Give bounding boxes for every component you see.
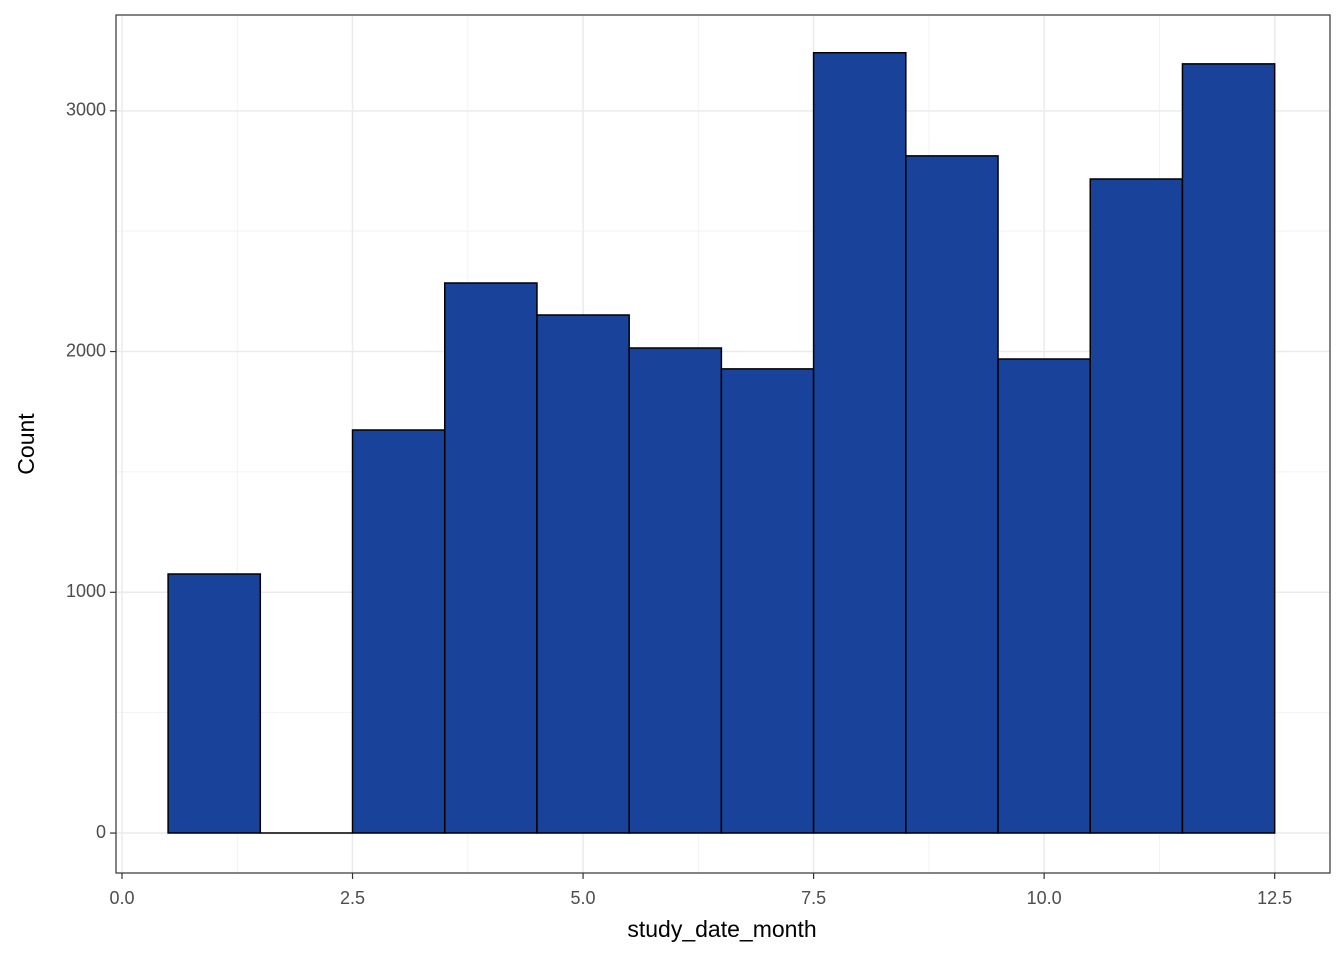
- x-tick-label: 5.0: [571, 888, 596, 908]
- histogram-bar: [905, 155, 999, 834]
- histogram-bar: [997, 358, 1091, 834]
- histogram-bar: [536, 314, 630, 834]
- x-tick-label: 2.5: [340, 888, 365, 908]
- y-tick-label: 1000: [66, 581, 106, 601]
- y-axis-title: Count: [13, 413, 39, 475]
- y-tick-label: 2000: [66, 340, 106, 360]
- histogram-bar: [720, 368, 815, 834]
- histogram-bar: [167, 573, 262, 834]
- histogram-bar: [351, 429, 446, 834]
- x-tick-label: 0.0: [109, 888, 134, 908]
- x-tick-label: 12.5: [1257, 888, 1292, 908]
- histogram-bar: [1089, 178, 1184, 834]
- y-tick-label: 0: [96, 822, 106, 842]
- panel-border: [115, 14, 1331, 874]
- x-axis-title: study_date_month: [627, 916, 816, 942]
- histogram-bar: [812, 52, 907, 834]
- x-tick-label: 10.0: [1027, 888, 1062, 908]
- histogram-bar: [443, 282, 538, 834]
- x-tick-label: 7.5: [801, 888, 826, 908]
- y-tick-label: 3000: [66, 100, 106, 120]
- histogram-bar: [628, 347, 723, 834]
- histogram-bar: [1181, 63, 1276, 834]
